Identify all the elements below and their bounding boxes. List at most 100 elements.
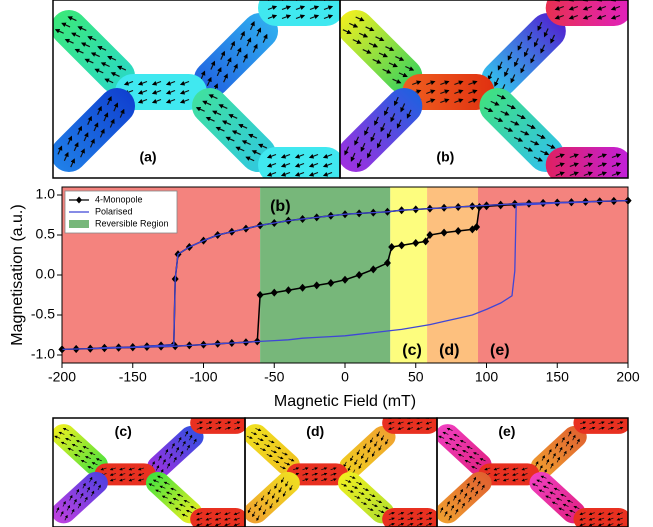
spin-arrow <box>358 463 362 470</box>
spin-arrow <box>507 51 513 61</box>
spin-arrow <box>406 109 412 119</box>
spin-arrow <box>493 478 500 482</box>
spin-arrow <box>464 460 471 463</box>
spin-arrow <box>545 459 550 465</box>
spin-arrow <box>152 479 159 483</box>
spin-arrow <box>471 466 478 470</box>
spin-arrow <box>374 441 378 447</box>
spin-arrow <box>176 493 184 497</box>
spin-arrow <box>512 473 519 476</box>
island-body <box>573 508 628 527</box>
spin-arrow <box>596 5 607 11</box>
spin-arrow <box>521 467 528 471</box>
spin-arrow <box>90 52 100 58</box>
spin-arrow <box>295 5 306 11</box>
spin-arrow <box>516 114 526 120</box>
spin-arrow <box>426 80 436 86</box>
spin-arrow <box>354 459 358 466</box>
spin-arrow <box>536 134 546 139</box>
panel-frame <box>436 417 629 527</box>
spin-arrow <box>400 103 406 113</box>
spin-arrow <box>459 488 463 495</box>
spin-arrow <box>77 26 87 31</box>
spin-arrow <box>256 27 262 37</box>
spin-arrow <box>196 421 203 425</box>
spin-arrow <box>330 472 337 476</box>
spin-arrow <box>512 467 519 471</box>
spin-arrow <box>173 456 177 463</box>
spin-arrow <box>342 29 352 34</box>
spin-arrow <box>351 485 359 489</box>
spin-arrow <box>77 502 81 509</box>
spin-arrow <box>151 461 155 467</box>
spin-arrow <box>588 512 595 516</box>
spin-arrow <box>569 171 579 177</box>
spin-arrow <box>196 517 203 521</box>
spin-arrow <box>459 440 466 444</box>
spin-arrow <box>538 489 545 493</box>
spin-arrow <box>350 455 354 462</box>
spin-arrow <box>597 171 608 177</box>
spin-arrow <box>521 473 528 476</box>
data-point <box>483 202 490 211</box>
spin-arrow <box>568 14 579 20</box>
spin-arrow <box>67 16 77 22</box>
spin-arrow <box>62 427 69 431</box>
spin-arrow <box>607 421 615 425</box>
legend: 4-Monopole Polarised Reversible Region <box>64 190 178 234</box>
spin-arrow <box>206 76 212 87</box>
spin-arrow <box>294 171 305 177</box>
spin-arrow <box>171 443 175 449</box>
spin-arrow <box>179 80 190 86</box>
data-point <box>497 201 505 210</box>
y-tick-label: 1.0 <box>36 186 56 202</box>
spin-arrow <box>279 466 286 470</box>
legend-label: Polarised <box>95 206 133 216</box>
spin-arrow <box>568 430 572 437</box>
spin-arrow <box>295 14 306 20</box>
spin-arrow <box>562 503 569 507</box>
spin-arrow <box>241 140 251 146</box>
spin-arrow <box>84 456 92 460</box>
spin-arrow <box>484 467 491 471</box>
spin-arrow <box>234 421 241 425</box>
spin-arrow <box>280 477 285 483</box>
spin-arrow <box>487 71 493 81</box>
spin-arrow <box>206 421 213 425</box>
spin-arrow <box>559 446 563 453</box>
spin-arrow <box>425 427 432 430</box>
spin-arrow <box>214 512 222 516</box>
panel-content <box>53 0 340 178</box>
spin-arrow <box>238 124 248 129</box>
spin-arrow <box>104 78 114 84</box>
spin-arrow <box>468 89 478 95</box>
spin-arrow <box>449 437 456 441</box>
spin-arrow <box>137 80 148 86</box>
spin-arrow <box>175 446 179 453</box>
spin-arrow <box>569 509 576 513</box>
y-tick-label: 0.0 <box>36 266 56 282</box>
spin-arrow <box>71 444 78 447</box>
spin-arrow <box>426 523 433 526</box>
spin-arrow <box>440 98 450 104</box>
spin-arrow <box>94 68 104 74</box>
region <box>478 187 628 363</box>
spin-arrow <box>549 491 556 495</box>
spin-arrow <box>74 453 81 457</box>
spin-arrow <box>547 481 554 485</box>
spin-arrow <box>54 435 61 439</box>
spin-arrow <box>378 445 382 451</box>
spin-arrow <box>611 162 622 168</box>
spin-arrow <box>555 171 565 177</box>
spin-arrow <box>107 55 117 61</box>
island <box>573 508 628 527</box>
spin-arrow <box>80 492 84 499</box>
spin-arrow <box>350 152 356 162</box>
spin-arrow <box>322 162 333 168</box>
spin-arrow <box>268 440 275 444</box>
spin-arrow <box>535 461 539 467</box>
x-tick-label: 150 <box>546 369 570 385</box>
spin-arrow <box>224 517 231 521</box>
island <box>382 508 437 527</box>
spin-arrow <box>100 467 107 471</box>
